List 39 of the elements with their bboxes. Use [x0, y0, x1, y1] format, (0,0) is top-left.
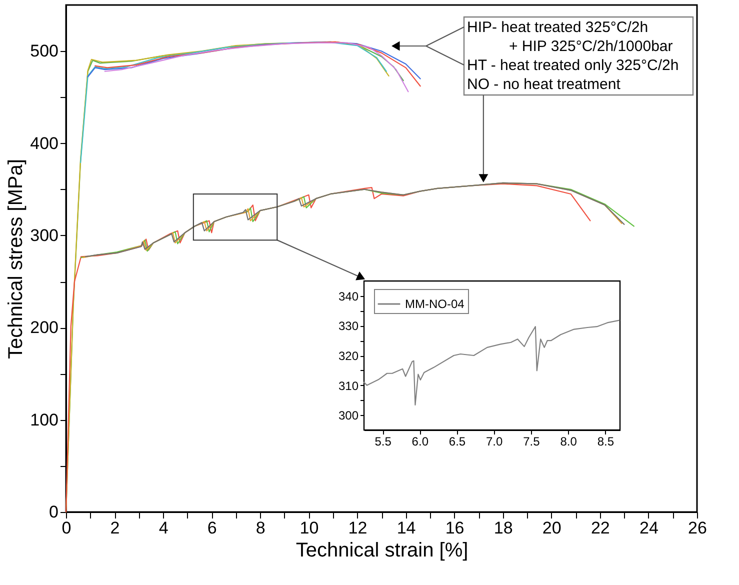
y-tick-label: 320 — [338, 349, 359, 363]
x-tick-label: 7.5 — [523, 434, 540, 448]
y-tick-label: 300 — [338, 408, 359, 423]
annotation: HIP- heat treated 325°C/2h — [467, 19, 648, 36]
y-tick-label: 310 — [338, 378, 359, 393]
x-tick-label: 24 — [640, 518, 658, 538]
x-tick-label: 0 — [62, 518, 72, 538]
x-tick-label: 10 — [300, 518, 319, 538]
x-tick-label: 8 — [256, 518, 266, 538]
x-tick-label: 4 — [158, 518, 168, 538]
legend-label: MM-NO-04 — [405, 297, 465, 311]
x-axis-title: Technical strain [%] — [296, 540, 468, 562]
x-tick-label: 6 — [207, 518, 217, 538]
x-tick-label: 2 — [110, 518, 120, 538]
y-tick-label: 400 — [30, 134, 58, 153]
x-tick-label: 14 — [396, 518, 416, 538]
y-tick-label: 330 — [338, 319, 359, 334]
y-axis-title: Technical stress [MPa] — [5, 158, 28, 360]
x-tick-label: 5.5 — [374, 434, 392, 448]
x-tick-label: 8.5 — [597, 434, 614, 448]
annotation: + HIP 325°C/2h/1000bar — [509, 38, 673, 55]
x-tick-label: 16 — [445, 518, 464, 538]
x-tick-label: 22 — [590, 518, 610, 538]
x-tick-label: 20 — [542, 518, 562, 538]
y-tick-label: 500 — [30, 42, 58, 61]
y-tick-label: 100 — [30, 410, 58, 430]
x-tick-label: 7.0 — [486, 434, 504, 448]
annotation: NO - no heat treatment — [467, 76, 622, 93]
x-tick-label: 6.0 — [412, 434, 429, 448]
x-tick-label: 26 — [688, 518, 707, 538]
y-tick-label: 0 — [49, 502, 58, 522]
x-tick-label: 6.5 — [448, 434, 466, 448]
annotation: HT - heat treated only 325°C/2h — [467, 57, 679, 74]
x-tick-label: 8.0 — [560, 434, 578, 448]
y-tick-label: 300 — [30, 226, 58, 245]
y-tick-label: 200 — [30, 318, 58, 338]
x-tick-label: 12 — [348, 518, 368, 538]
y-tick-label: 340 — [338, 289, 359, 304]
x-tick-label: 18 — [494, 518, 513, 538]
